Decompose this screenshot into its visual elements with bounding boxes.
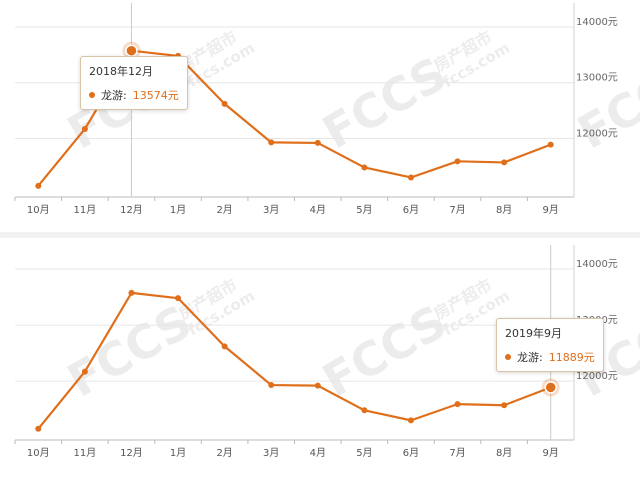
x-tick-label: 11月: [74, 447, 97, 459]
x-tick-label: 3月: [263, 447, 279, 459]
x-tick-label: 9月: [543, 204, 559, 216]
tooltip-series: 龙游:: [101, 89, 127, 102]
x-tick-label: 4月: [310, 204, 326, 216]
data-point: [454, 158, 461, 165]
data-point: [128, 289, 135, 296]
highlight-point: [544, 381, 557, 394]
x-tick-label: 6月: [403, 447, 419, 459]
data-point: [35, 182, 42, 189]
x-tick-label: 1月: [170, 447, 186, 459]
x-tick-label: 2月: [216, 204, 232, 216]
x-tick-label: 10月: [27, 204, 50, 216]
tooltip-title: 2018年12月: [89, 65, 153, 78]
data-point: [361, 407, 368, 414]
data-point: [175, 295, 182, 302]
x-tick-label: 8月: [496, 204, 512, 216]
x-tick-label: 1月: [170, 204, 186, 216]
data-point: [361, 164, 368, 171]
data-point: [268, 382, 275, 389]
series-line: [37, 291, 552, 430]
watermark-logo: FCCS: [569, 46, 640, 159]
data-point: [268, 139, 275, 146]
data-point: [314, 139, 321, 146]
data-point: [314, 382, 321, 389]
x-tick-label: 5月: [356, 204, 372, 216]
x-tick-label: 3月: [263, 204, 279, 216]
tooltip-bottom: 2019年9月 龙游: 11889元: [496, 318, 604, 372]
x-tick-label: 4月: [310, 447, 326, 459]
x-tick-label: 6月: [403, 204, 419, 216]
tooltip-value: 11889元: [548, 351, 595, 364]
x-tick-label: 11月: [74, 204, 97, 216]
tooltip-title: 2019年9月: [505, 327, 562, 340]
chart-separator: [0, 232, 640, 238]
data-point: [407, 417, 414, 424]
y-tick-label: 14000元: [576, 17, 618, 28]
chart-top-plot: FCCS房产超市fccs.comFCCS房产超市fccs.comFCCS房产超市…: [14, 3, 640, 216]
data-point: [547, 141, 554, 148]
chart-bottom-plot: FCCS房产超市fccs.comFCCS房产超市fccs.comFCCS房产超市…: [14, 245, 640, 459]
chart-top: FCCS房产超市fccs.comFCCS房产超市fccs.comFCCS房产超市…: [0, 0, 640, 232]
data-point: [407, 174, 414, 181]
tooltip-top: 2018年12月 龙游: 13574元: [80, 56, 188, 110]
data-point: [501, 402, 508, 409]
data-point: [221, 343, 228, 350]
x-tick-label: 9月: [543, 447, 559, 459]
data-point: [501, 159, 508, 166]
x-tick-label: 8月: [496, 447, 512, 459]
data-point: [221, 100, 228, 107]
series-dot-icon: [89, 92, 95, 98]
y-tick-label: 13000元: [576, 73, 618, 84]
x-tick-label: 2月: [216, 447, 232, 459]
x-tick-label: 7月: [449, 204, 465, 216]
x-tick-label: 12月: [120, 447, 143, 459]
y-tick-label: 12000元: [576, 371, 618, 382]
x-tick-label: 12月: [120, 204, 143, 216]
data-point: [81, 125, 88, 132]
tooltip-series: 龙游:: [517, 351, 543, 364]
x-tick-label: 10月: [27, 447, 50, 459]
highlight-point: [125, 44, 138, 57]
chart-bottom: FCCS房产超市fccs.comFCCS房产超市fccs.comFCCS房产超市…: [0, 238, 640, 480]
data-point: [35, 425, 42, 432]
y-tick-label: 12000元: [576, 128, 618, 139]
y-tick-label: 14000元: [576, 259, 618, 270]
series-dot-icon: [505, 354, 511, 360]
x-tick-label: 7月: [449, 447, 465, 459]
data-point: [454, 401, 461, 408]
data-point: [81, 368, 88, 375]
x-tick-label: 5月: [356, 447, 372, 459]
tooltip-value: 13574元: [132, 89, 179, 102]
